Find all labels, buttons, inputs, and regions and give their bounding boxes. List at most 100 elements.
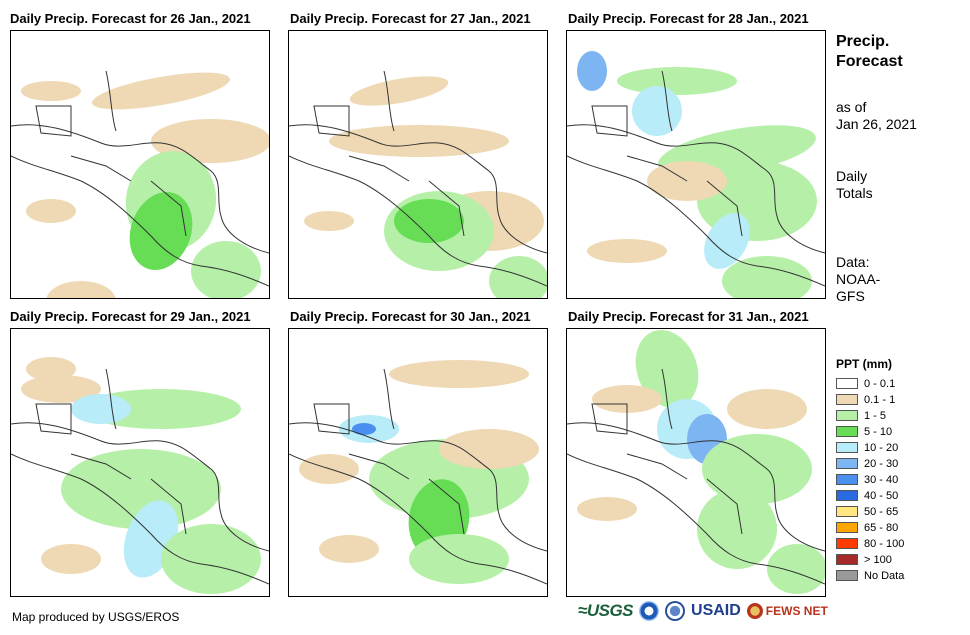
legend-label: 30 - 40 <box>864 473 899 486</box>
precip-area <box>697 489 777 569</box>
border-nicaragua <box>706 180 743 237</box>
legend-swatch <box>836 474 858 485</box>
panel-title-6: Daily Precip. Forecast for 31 Jan., 2021 <box>568 309 809 324</box>
legend-item: 40 - 50 <box>836 489 898 502</box>
legend-swatch <box>836 490 858 501</box>
legend-label: 50 - 65 <box>864 505 899 518</box>
precip-map-5 <box>288 328 548 597</box>
precip-area <box>632 86 682 136</box>
precip-area <box>71 394 131 424</box>
legend-label: 5 - 10 <box>864 425 893 438</box>
legend-label: 0 - 0.1 <box>864 377 896 390</box>
legend-swatch <box>836 426 858 437</box>
map-credit: Map produced by USGS/EROS <box>12 610 180 624</box>
legend-item: 30 - 40 <box>836 473 898 486</box>
border-nicaragua <box>150 180 187 237</box>
precip-area <box>191 241 261 298</box>
precip-area <box>702 434 812 504</box>
precip-area <box>704 213 750 269</box>
legend-item: 10 - 20 <box>836 441 898 454</box>
border-guatemala <box>591 105 628 137</box>
precip-area <box>577 497 637 521</box>
border-guatemala <box>313 403 350 435</box>
precip-area <box>41 544 101 574</box>
coastline-south <box>567 453 825 585</box>
precip-area <box>92 72 230 110</box>
coastline-south <box>11 155 269 287</box>
legend-label: 80 - 100 <box>864 537 905 550</box>
precip-area <box>21 375 101 403</box>
legend-label: No Data <box>864 569 905 582</box>
border-nicaragua <box>706 478 743 535</box>
legend-label: 40 - 50 <box>864 489 899 502</box>
fews-globe-icon <box>746 603 763 619</box>
legend-label: 20 - 30 <box>864 457 899 470</box>
legend-swatch <box>836 554 858 565</box>
legend-swatch <box>836 570 858 581</box>
nasa-seal-icon <box>665 601 686 621</box>
precip-area <box>439 429 539 469</box>
precip-area <box>46 281 116 298</box>
border-honduras <box>348 453 410 480</box>
precip-area <box>617 67 737 95</box>
legend-item: 50 - 65 <box>836 505 898 518</box>
precip-area <box>304 211 354 231</box>
coastline-north <box>567 422 825 552</box>
border-honduras <box>626 155 688 182</box>
forecast-title: Precip. Forecast <box>836 33 903 70</box>
precip-area <box>394 199 464 243</box>
precip-area <box>577 51 607 91</box>
coastline-north <box>567 124 825 254</box>
data-source: Data: NOAA- GFS <box>836 254 881 304</box>
panel-title-2: Daily Precip. Forecast for 27 Jan., 2021 <box>290 11 531 26</box>
border-honduras <box>348 155 410 182</box>
border-nicaragua <box>428 478 465 535</box>
coastline-north <box>11 422 269 552</box>
coastline-north <box>11 124 269 254</box>
legend-item: 0 - 0.1 <box>836 377 895 390</box>
border-nicaragua <box>428 180 465 237</box>
precip-area <box>592 385 662 413</box>
legend-swatch <box>836 458 858 469</box>
legend-item: No Data <box>836 569 904 582</box>
border-nicaragua <box>150 478 187 535</box>
border-honduras <box>70 155 132 182</box>
usaid-logo: USAID <box>691 602 741 619</box>
legend-item: 65 - 80 <box>836 521 898 534</box>
border-guatemala <box>35 403 72 435</box>
coastline-yucatan <box>661 368 673 430</box>
logo-strip: ≈USGS USAID FEWS NET <box>578 601 828 621</box>
precip-map-3 <box>566 30 826 299</box>
border-guatemala <box>313 105 350 137</box>
legend-item: 80 - 100 <box>836 537 904 550</box>
coastline-yucatan <box>105 70 117 132</box>
fews-net-logo: FEWS NET <box>746 603 828 619</box>
precip-area <box>389 360 529 388</box>
panel-title-5: Daily Precip. Forecast for 30 Jan., 2021 <box>290 309 531 324</box>
coastline-north <box>289 124 547 254</box>
legend-label: 0.1 - 1 <box>864 393 896 406</box>
legend-title: PPT (mm) <box>836 357 893 371</box>
precip-area <box>26 357 76 381</box>
precip-area <box>26 199 76 223</box>
noaa-logo-icon <box>639 601 660 621</box>
coastline-south <box>289 155 547 287</box>
legend-swatch <box>836 410 858 421</box>
coastline-south <box>567 155 825 287</box>
precip-map-6 <box>566 328 826 597</box>
legend-item: 20 - 30 <box>836 457 898 470</box>
precip-area <box>352 423 376 435</box>
legend-label: 1 - 5 <box>864 409 887 422</box>
precip-area <box>21 81 81 101</box>
legend-item: 1 - 5 <box>836 409 886 422</box>
precip-area <box>319 535 379 563</box>
legend-label: > 100 <box>864 553 892 566</box>
panel-title-4: Daily Precip. Forecast for 29 Jan., 2021 <box>10 309 251 324</box>
legend-item: > 100 <box>836 553 892 566</box>
daily-totals-label: Daily Totals <box>836 168 873 201</box>
precip-map-4 <box>10 328 270 597</box>
precip-area <box>767 544 825 594</box>
as-of-date: as of Jan 26, 2021 <box>836 99 917 132</box>
precip-area <box>727 389 807 429</box>
usgs-logo: ≈USGS <box>578 601 634 620</box>
